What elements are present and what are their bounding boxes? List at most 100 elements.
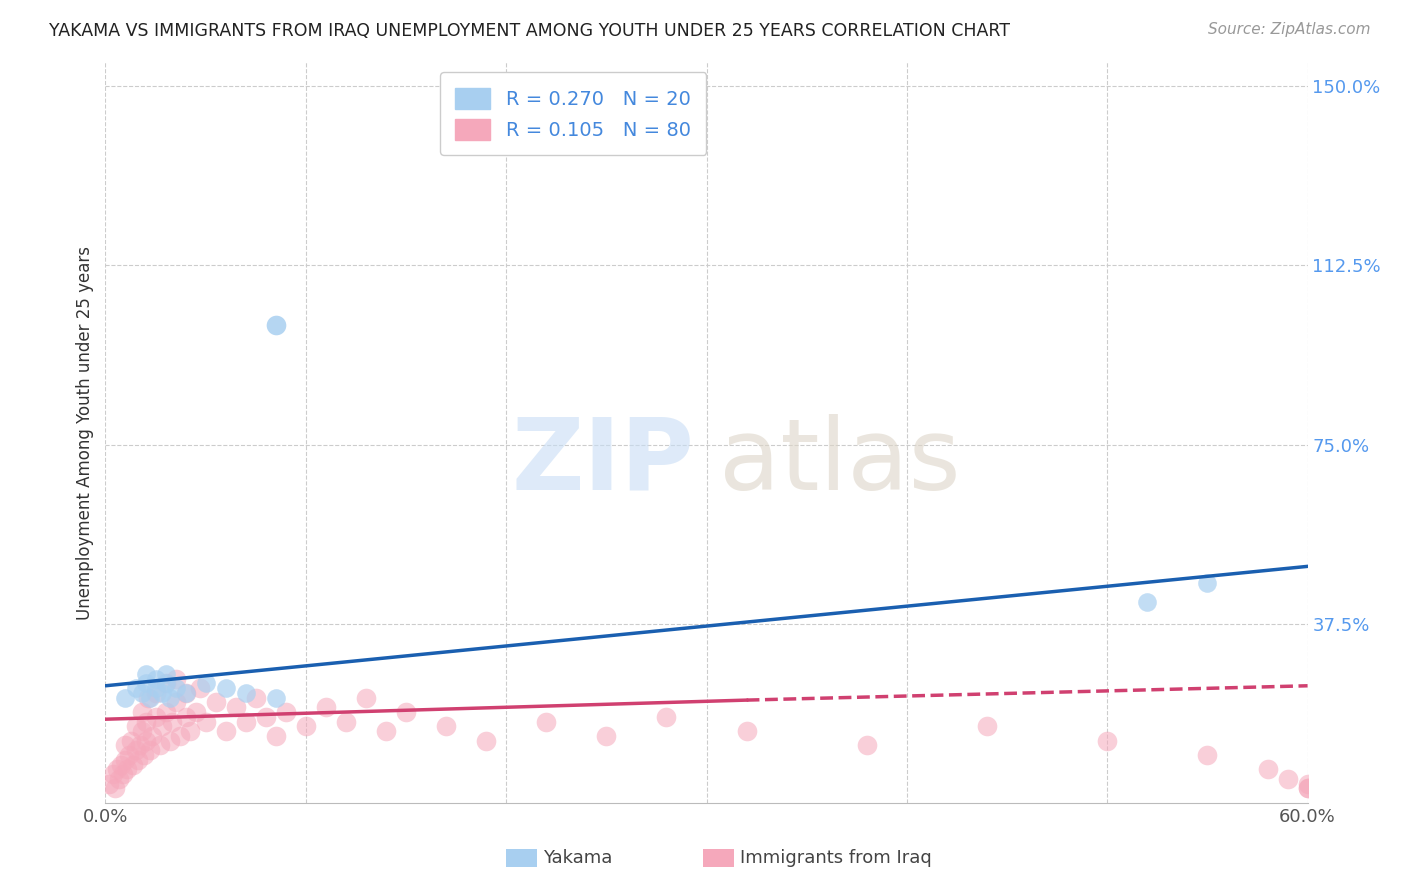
Point	[155, 676, 177, 690]
Point	[165, 672, 187, 686]
Point	[174, 686, 197, 700]
Point	[165, 696, 187, 710]
Point	[655, 710, 678, 724]
Point	[138, 690, 160, 705]
Point	[1197, 747, 1219, 762]
Point	[121, 733, 143, 747]
Point	[225, 700, 247, 714]
Text: Source: ZipAtlas.com: Source: ZipAtlas.com	[1208, 22, 1371, 37]
Point	[136, 690, 159, 705]
Point	[188, 681, 211, 695]
Point	[148, 739, 170, 753]
Point	[135, 733, 157, 747]
Point	[595, 729, 617, 743]
Point	[855, 739, 877, 753]
Point	[179, 724, 201, 739]
Point	[264, 318, 287, 333]
Point	[145, 686, 167, 700]
Point	[104, 781, 127, 796]
Point	[110, 757, 132, 772]
Point	[235, 714, 257, 729]
Point	[135, 676, 157, 690]
Point	[107, 763, 129, 777]
Point	[374, 724, 398, 739]
Point	[735, 724, 758, 739]
Point	[145, 672, 167, 686]
Point	[124, 743, 146, 757]
Y-axis label: Unemployment Among Youth under 25 years: Unemployment Among Youth under 25 years	[76, 245, 94, 620]
Point	[114, 739, 136, 753]
Point	[145, 681, 167, 695]
Point	[1197, 576, 1219, 591]
Point	[194, 714, 217, 729]
Point	[165, 681, 187, 695]
Point	[1136, 595, 1159, 609]
Point	[315, 700, 337, 714]
Point	[354, 690, 377, 705]
Point	[135, 666, 157, 681]
Text: Yakama: Yakama	[543, 849, 612, 867]
Point	[131, 705, 153, 719]
Point	[124, 681, 146, 695]
Point	[534, 714, 557, 729]
Point	[124, 719, 146, 733]
Point	[98, 777, 121, 791]
Point	[108, 772, 131, 786]
Point	[1277, 772, 1299, 786]
Point	[117, 763, 139, 777]
Point	[214, 681, 236, 695]
Point	[1097, 733, 1119, 747]
Point	[135, 714, 157, 729]
Point	[475, 733, 498, 747]
Point	[122, 757, 145, 772]
Point	[128, 739, 150, 753]
Point	[214, 724, 236, 739]
Legend: R = 0.270   N = 20, R = 0.105   N = 80: R = 0.270 N = 20, R = 0.105 N = 80	[440, 72, 706, 155]
Point	[245, 690, 267, 705]
Point	[1257, 763, 1279, 777]
Text: Immigrants from Iraq: Immigrants from Iraq	[740, 849, 931, 867]
Point	[395, 705, 418, 719]
Point	[150, 719, 173, 733]
Point	[174, 710, 197, 724]
Text: YAKAMA VS IMMIGRANTS FROM IRAQ UNEMPLOYMENT AMONG YOUTH UNDER 25 YEARS CORRELATI: YAKAMA VS IMMIGRANTS FROM IRAQ UNEMPLOYM…	[49, 22, 1010, 40]
Text: ZIP: ZIP	[512, 414, 695, 511]
Point	[131, 686, 153, 700]
Point	[155, 666, 177, 681]
Point	[103, 767, 125, 781]
Text: atlas: atlas	[718, 414, 960, 511]
Point	[141, 729, 163, 743]
Point	[138, 743, 160, 757]
Point	[160, 714, 183, 729]
Point	[114, 753, 136, 767]
Point	[434, 719, 457, 733]
Point	[194, 676, 217, 690]
Point	[159, 733, 181, 747]
Point	[112, 767, 135, 781]
Point	[235, 686, 257, 700]
Point	[169, 729, 191, 743]
Point	[174, 686, 197, 700]
Point	[118, 747, 141, 762]
Point	[295, 719, 318, 733]
Point	[335, 714, 357, 729]
Point	[127, 753, 149, 767]
Point	[132, 747, 155, 762]
Point	[114, 690, 136, 705]
Point	[159, 690, 181, 705]
Point	[204, 696, 226, 710]
Point	[264, 729, 287, 743]
Point	[145, 710, 167, 724]
Point	[274, 705, 297, 719]
Point	[976, 719, 998, 733]
Point	[150, 686, 173, 700]
Point	[131, 724, 153, 739]
Point	[254, 710, 277, 724]
Point	[264, 690, 287, 705]
Point	[184, 705, 207, 719]
Point	[155, 676, 177, 690]
Point	[1296, 781, 1319, 796]
Point	[155, 705, 177, 719]
Point	[1296, 781, 1319, 796]
Point	[1296, 777, 1319, 791]
